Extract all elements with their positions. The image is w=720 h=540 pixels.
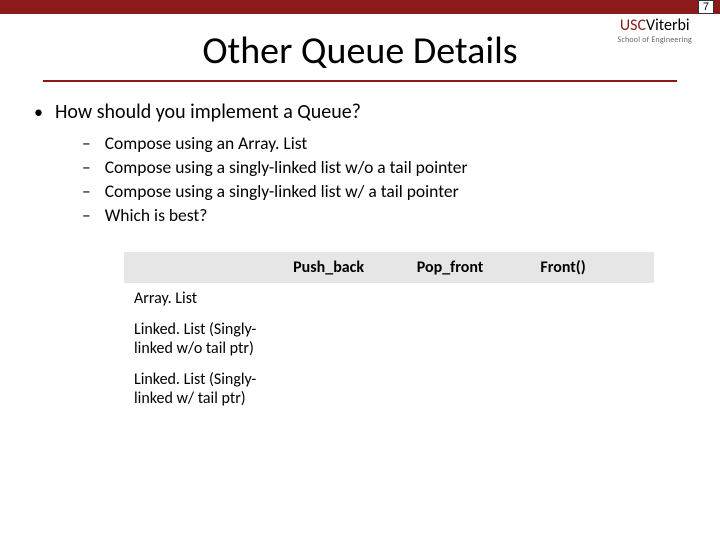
table-cell: Linked. List (Singly-linked w/o tail ptr… [124,314,283,364]
table-header-cell: Pop_front [407,252,531,283]
table-cell [283,314,407,364]
dash-icon: – [82,156,91,178]
table-cell [530,314,654,364]
table-cell [283,283,407,314]
dash-icon: – [82,180,91,202]
logo-subtitle: School of Engineering [618,36,692,44]
list-item-text: Which is best? [105,204,208,226]
table-cell [283,364,407,414]
table-header-cell: Front() [530,252,654,283]
table-cell [407,364,531,414]
table-row: Linked. List (Singly-linked w/o tail ptr… [124,314,654,364]
logo-usc: USC [620,16,646,35]
comparison-table-wrap: Push_back Pop_front Front() Array. List … [124,252,654,414]
comparison-table: Push_back Pop_front Front() Array. List … [124,252,654,414]
list-item: –Compose using a singly-linked list w/ a… [82,180,686,202]
table-cell [530,283,654,314]
table-row: Linked. List (Singly-linked w/ tail ptr) [124,364,654,414]
list-item-text: Compose using a singly-linked list w/ a … [105,180,459,202]
usc-viterbi-logo: USCViterbi School of Engineering [618,18,692,44]
table-cell [407,283,531,314]
main-bullet: • How should you implement a Queue? [34,100,686,124]
list-item: –Compose using an Array. List [82,132,686,154]
slide-title: Other Queue Details [0,28,720,74]
table-row: Array. List [124,283,654,314]
list-item-text: Compose using an Array. List [105,132,308,154]
page-number: 7 [698,0,714,14]
dash-icon: – [82,204,91,226]
table-header-row: Push_back Pop_front Front() [124,252,654,283]
content-area: • How should you implement a Queue? –Com… [0,82,720,414]
sub-bullet-list: –Compose using an Array. List –Compose u… [82,132,686,226]
table-cell [407,314,531,364]
table-cell [530,364,654,414]
table-header-cell: Push_back [283,252,407,283]
bullet-dot-icon: • [34,103,43,121]
list-item-text: Compose using a singly-linked list w/o a… [105,156,468,178]
list-item: –Compose using a singly-linked list w/o … [82,156,686,178]
main-question-text: How should you implement a Queue? [55,100,361,124]
table-cell: Array. List [124,283,283,314]
logo-viterbi: Viterbi [646,16,690,35]
dash-icon: – [82,132,91,154]
list-item: –Which is best? [82,204,686,226]
table-cell: Linked. List (Singly-linked w/ tail ptr) [124,364,283,414]
top-accent-bar [0,0,720,14]
table-header-cell [124,252,283,283]
